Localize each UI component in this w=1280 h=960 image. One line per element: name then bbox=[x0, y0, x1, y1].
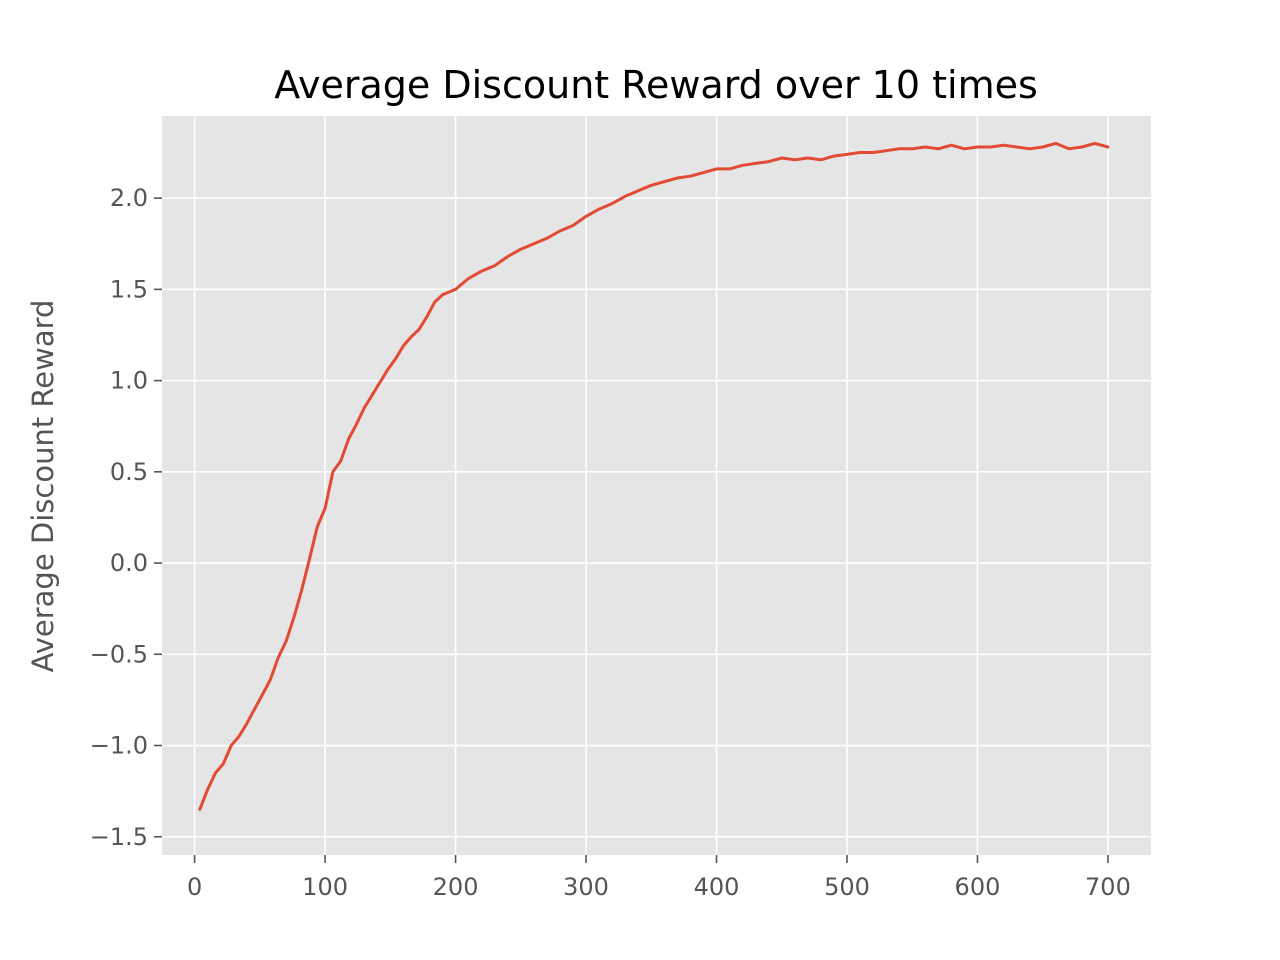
x-tick-label: 200 bbox=[433, 873, 479, 901]
y-tick-label: 0.0 bbox=[110, 549, 148, 577]
y-tick-label: 2.0 bbox=[110, 184, 148, 212]
plot-area bbox=[162, 116, 1151, 855]
y-axis-label: Average Discount Reward bbox=[26, 300, 60, 673]
x-tick-label: 100 bbox=[302, 873, 348, 901]
y-tick-label: −1.0 bbox=[90, 732, 148, 760]
y-tick-label: 1.0 bbox=[110, 367, 148, 395]
series-layer bbox=[198, 141, 1110, 811]
y-tick-label: −0.5 bbox=[90, 640, 148, 668]
y-tick-label: −1.5 bbox=[90, 823, 148, 851]
gridlines bbox=[162, 116, 1151, 855]
y-tick-label: 0.5 bbox=[110, 458, 148, 486]
y-tick-label: 1.5 bbox=[110, 275, 148, 303]
x-tick-label: 300 bbox=[563, 873, 609, 901]
x-tick-label: 500 bbox=[824, 873, 870, 901]
series-line bbox=[198, 141, 1110, 811]
x-tick-label: 0 bbox=[187, 873, 202, 901]
chart-title: Average Discount Reward over 10 times bbox=[274, 63, 1038, 107]
x-tick-label: 400 bbox=[694, 873, 740, 901]
x-tick-label: 600 bbox=[955, 873, 1001, 901]
x-tick-label: 700 bbox=[1085, 873, 1131, 901]
axis-ticks: 0 100 200 300 400 500 600 700 −1.5 −1.0 −0.5 0.0 0.5… bbox=[90, 184, 1131, 901]
